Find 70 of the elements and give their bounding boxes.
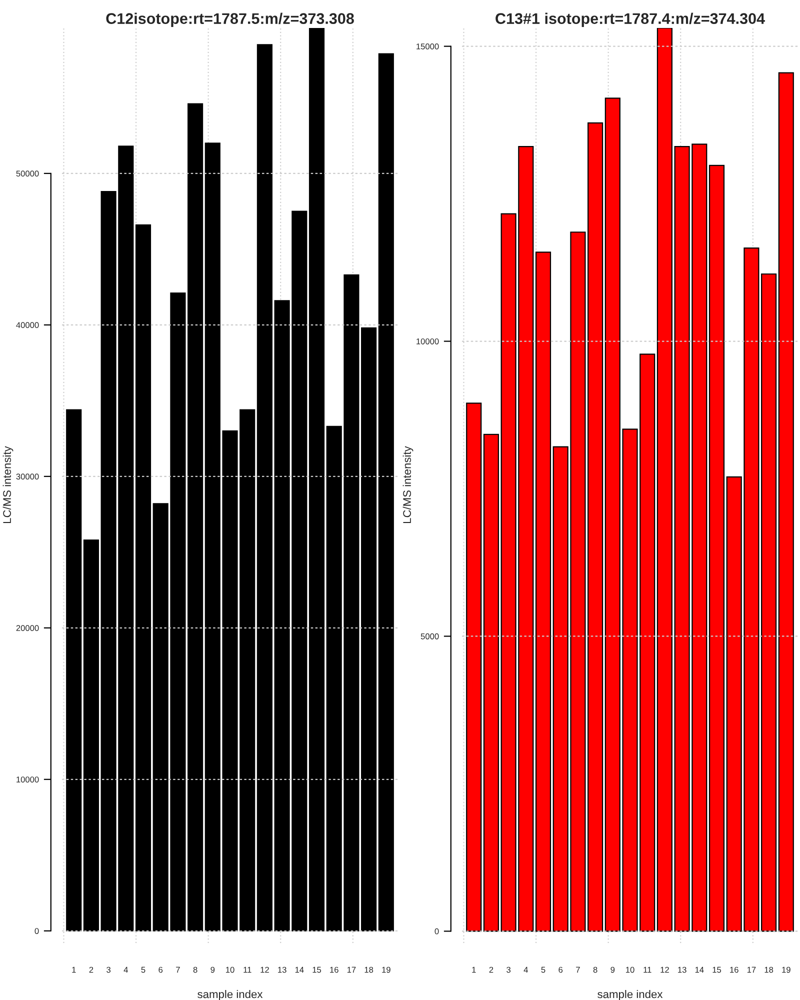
y-axis-title: LC/MS intensity	[402, 446, 414, 523]
x-tick-label: 13	[678, 966, 686, 973]
x-tick-label: 5	[141, 966, 146, 973]
x-tick-label: 14	[695, 966, 704, 973]
x-tick-label: 17	[347, 966, 356, 973]
bar	[378, 53, 394, 932]
bar	[135, 224, 152, 932]
x-tick-label: 13	[278, 966, 286, 973]
x-tick-label: 10	[626, 966, 634, 973]
bar	[466, 402, 482, 932]
x-tick-label: 18	[364, 966, 374, 973]
x-tick-label: 11	[644, 966, 652, 973]
bar	[66, 409, 82, 932]
chart-title: C13#1 isotope:rt=1787.4:m/z=374.304	[496, 12, 765, 28]
bar	[708, 164, 725, 932]
x-tick-label: 16	[330, 966, 338, 973]
y-tick-label: 5000	[420, 633, 439, 640]
x-tick-label: 1	[72, 966, 76, 973]
bar	[588, 122, 604, 932]
x-tick-label: 8	[193, 966, 198, 973]
x-tick-label: 4	[124, 966, 128, 973]
bar	[361, 327, 377, 932]
bar	[83, 539, 99, 932]
bar	[778, 72, 794, 932]
chart-title: C12isotope:rt=1787.5:m/z=373.308	[106, 12, 354, 28]
y-tick-label: 30000	[16, 474, 39, 480]
y-tick-label: 0	[434, 928, 439, 934]
y-tick-label: 0	[34, 928, 39, 934]
x-tick-label: 15	[312, 966, 322, 973]
x-tick-label: 9	[610, 966, 615, 973]
x-tick-label: 11	[244, 966, 252, 973]
x-tick-label: 3	[106, 966, 110, 973]
bar	[535, 252, 552, 932]
y-tick-label: 10000	[16, 776, 39, 782]
y-tick-label: 40000	[16, 322, 39, 328]
bar	[188, 103, 204, 932]
x-tick-label: 19	[382, 966, 390, 973]
x-tick-label: 9	[210, 966, 215, 973]
x-tick-label: 17	[747, 966, 756, 973]
x-tick-label: 3	[506, 966, 510, 973]
x-tick-label: 6	[158, 966, 163, 973]
y-tick-label: 50000	[16, 170, 39, 177]
x-tick-label: 18	[764, 966, 774, 973]
x-tick-label: 6	[558, 966, 563, 973]
x-tick-label: 19	[782, 966, 790, 973]
x-tick-label: 8	[593, 966, 598, 973]
y-axis-title: LC/MS intensity	[2, 446, 14, 523]
x-tick-label: 15	[712, 966, 722, 973]
x-tick-label: 12	[660, 966, 669, 973]
bar	[761, 273, 777, 932]
y-tick-label: 10000	[416, 338, 439, 344]
x-axis-title: sample index	[198, 990, 263, 1000]
y-tick-label: 15000	[416, 43, 439, 50]
bar	[308, 28, 325, 932]
x-axis-title: sample index	[598, 990, 663, 1000]
x-tick-label: 12	[260, 966, 269, 973]
x-tick-label: 16	[730, 966, 738, 973]
bar	[483, 434, 499, 932]
x-tick-label: 4	[524, 966, 528, 973]
x-tick-label: 1	[472, 966, 476, 973]
x-tick-label: 14	[295, 966, 304, 973]
x-tick-label: 7	[176, 966, 180, 973]
bar	[256, 44, 272, 932]
x-tick-label: 5	[541, 966, 546, 973]
bar	[656, 28, 672, 932]
x-tick-label: 7	[576, 966, 580, 973]
y-tick-label: 20000	[16, 625, 39, 631]
x-tick-label: 2	[489, 966, 494, 973]
x-tick-label: 2	[89, 966, 94, 973]
x-tick-label: 10	[226, 966, 234, 973]
